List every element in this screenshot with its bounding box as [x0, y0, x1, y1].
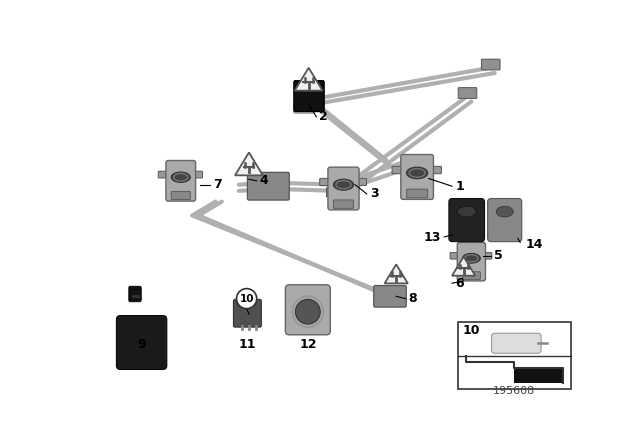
FancyBboxPatch shape	[320, 178, 331, 185]
Ellipse shape	[496, 206, 513, 217]
Ellipse shape	[406, 167, 428, 179]
FancyBboxPatch shape	[116, 315, 167, 370]
Bar	[458, 322, 571, 389]
Polygon shape	[294, 68, 323, 90]
Polygon shape	[235, 152, 263, 175]
Text: 8: 8	[408, 292, 417, 305]
FancyBboxPatch shape	[375, 290, 394, 299]
FancyBboxPatch shape	[488, 198, 522, 241]
Text: 1: 1	[455, 180, 464, 193]
Text: 10: 10	[463, 324, 481, 337]
Bar	[515, 368, 563, 383]
Ellipse shape	[458, 206, 476, 217]
Text: 13: 13	[424, 231, 441, 244]
Text: 10: 10	[239, 293, 254, 304]
Ellipse shape	[463, 254, 481, 263]
FancyBboxPatch shape	[392, 166, 404, 174]
FancyBboxPatch shape	[326, 188, 345, 197]
Text: 9: 9	[138, 337, 147, 350]
FancyBboxPatch shape	[248, 172, 289, 200]
Ellipse shape	[333, 179, 353, 190]
FancyBboxPatch shape	[450, 253, 460, 259]
FancyBboxPatch shape	[457, 242, 486, 281]
FancyBboxPatch shape	[294, 81, 324, 112]
FancyBboxPatch shape	[158, 171, 169, 178]
FancyBboxPatch shape	[492, 333, 541, 353]
Ellipse shape	[172, 172, 190, 182]
FancyBboxPatch shape	[166, 160, 196, 201]
FancyBboxPatch shape	[481, 59, 500, 70]
FancyBboxPatch shape	[192, 171, 202, 178]
FancyBboxPatch shape	[328, 167, 359, 210]
Polygon shape	[385, 264, 408, 284]
Text: 3: 3	[370, 187, 378, 200]
Text: 14: 14	[525, 238, 543, 251]
FancyBboxPatch shape	[333, 200, 353, 208]
FancyBboxPatch shape	[285, 285, 330, 335]
Polygon shape	[452, 257, 476, 276]
FancyBboxPatch shape	[234, 299, 261, 327]
Circle shape	[237, 289, 257, 309]
FancyBboxPatch shape	[458, 88, 477, 99]
Text: 11: 11	[239, 338, 256, 351]
FancyBboxPatch shape	[429, 166, 442, 174]
Text: 5: 5	[494, 249, 502, 262]
Text: 6: 6	[455, 277, 464, 290]
Text: 195608: 195608	[493, 386, 535, 396]
FancyBboxPatch shape	[172, 192, 190, 199]
FancyBboxPatch shape	[355, 178, 367, 185]
Text: 4: 4	[260, 174, 269, 187]
Text: 2: 2	[319, 110, 328, 123]
FancyBboxPatch shape	[129, 286, 141, 302]
FancyBboxPatch shape	[401, 155, 433, 199]
FancyBboxPatch shape	[462, 272, 481, 280]
FancyBboxPatch shape	[406, 189, 428, 198]
FancyBboxPatch shape	[482, 253, 492, 259]
Text: 7: 7	[213, 178, 222, 191]
Circle shape	[296, 299, 320, 324]
Text: 12: 12	[299, 338, 317, 351]
FancyBboxPatch shape	[449, 198, 484, 241]
FancyBboxPatch shape	[374, 285, 406, 307]
